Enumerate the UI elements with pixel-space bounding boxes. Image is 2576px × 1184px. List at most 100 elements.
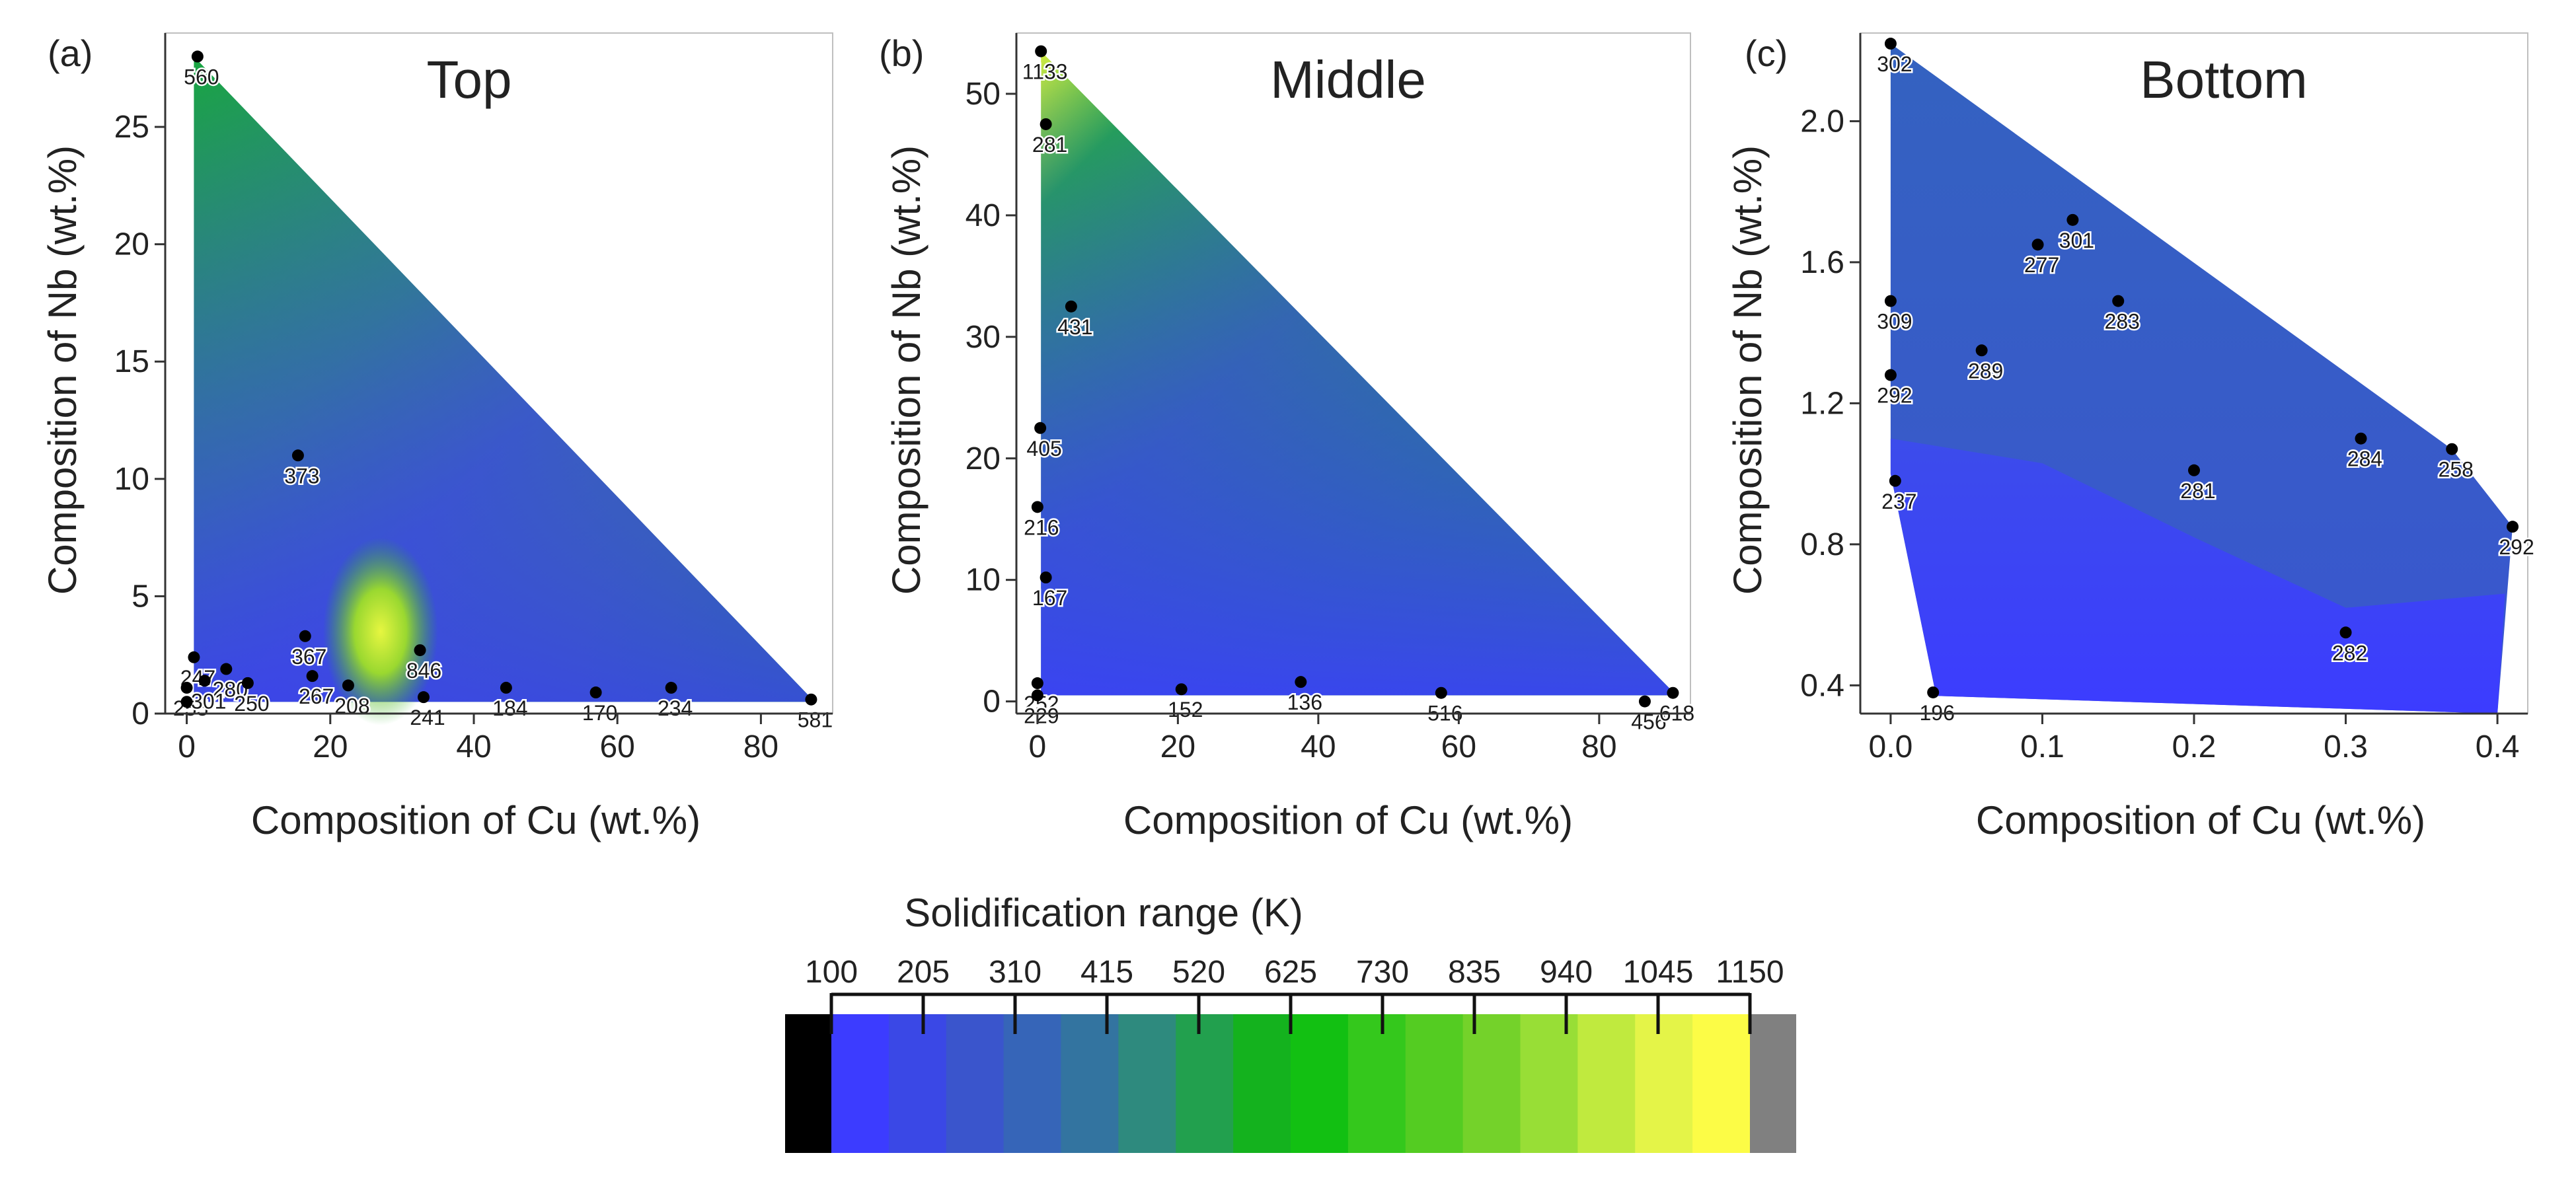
colorbar-swatch xyxy=(1635,1014,1694,1153)
y-tick-label: 0 xyxy=(983,684,1001,720)
axes: 0 20 40 60 80 0 5 10 15 20 25 xyxy=(114,33,833,764)
contour-fill-low xyxy=(1041,51,1677,696)
data-point xyxy=(1031,501,1043,513)
colorbar-swatch xyxy=(888,1014,947,1153)
data-point xyxy=(2112,295,2125,307)
y-axis-label: Composition of Nb (wt.%) xyxy=(884,145,928,595)
y-tick-label: 0.4 xyxy=(1800,668,1844,703)
x-axis-label: Composition of Cu (wt.%) xyxy=(1123,798,1573,842)
data-point xyxy=(1975,344,1988,357)
colorbar-tick-label: 310 xyxy=(989,955,1042,990)
point-label: 289 xyxy=(1968,359,2003,383)
axes: 0 20 40 60 80 0 10 20 30 40 50 xyxy=(966,33,1690,764)
data-point xyxy=(180,696,193,708)
data-point xyxy=(1638,695,1651,708)
point-label: 281 xyxy=(2180,479,2215,503)
colorbar-swatch xyxy=(1462,1014,1521,1153)
point-label: 234 xyxy=(658,696,693,720)
x-tick-label: 40 xyxy=(1301,729,1336,764)
point-label: 152 xyxy=(1168,698,1203,722)
colorbar-swatch xyxy=(1118,1014,1177,1153)
colorbar-swatch xyxy=(1233,1014,1291,1153)
contour-region xyxy=(194,56,815,725)
y-tick-label: 20 xyxy=(966,441,1001,476)
x-tick-label: 20 xyxy=(313,729,348,764)
data-point xyxy=(191,50,204,63)
point-label: 229 xyxy=(1024,704,1059,727)
colorbar-swatch xyxy=(1520,1014,1579,1153)
point-label: 267 xyxy=(299,684,334,708)
colorbar-swatch xyxy=(946,1014,1004,1153)
colorbar-swatch xyxy=(831,1014,890,1153)
point-label: 277 xyxy=(2024,253,2059,277)
data-point xyxy=(1884,38,1897,50)
colorbar-title: Solidification range (K) xyxy=(904,891,1303,935)
colorbar-tick-label: 1150 xyxy=(1716,955,1784,990)
x-tick-label: 0.0 xyxy=(1869,729,1913,764)
x-axis-label: Composition of Cu (wt.%) xyxy=(1976,798,2425,842)
colorbar-swatch xyxy=(1692,1014,1751,1153)
x-axis-label: Composition of Cu (wt.%) xyxy=(251,798,701,842)
colorbar-over xyxy=(1750,1014,1796,1153)
data-point xyxy=(1035,45,1047,57)
y-axis-label: Composition of Nb (wt.%) xyxy=(40,145,85,595)
colorbar-swatch xyxy=(1176,1014,1234,1153)
data-point xyxy=(1040,118,1052,130)
data-point xyxy=(1667,686,1679,699)
colorbar-ticks: 100 205 310 415 520 625 730 835 940 1045 1150 xyxy=(805,955,1784,1034)
point-label: 241 xyxy=(410,706,445,729)
data-point xyxy=(2339,626,2352,639)
y-tick-label: 50 xyxy=(966,77,1001,112)
colorbar-tick-label: 730 xyxy=(1356,955,1409,990)
y-tick-label: 40 xyxy=(966,198,1001,233)
axes: 0.0 0.1 0.2 0.3 0.4 0.4 0.8 1.2 1.6 2.0 xyxy=(1800,33,2528,764)
point-label: 283 xyxy=(2105,310,2140,334)
point-label: 1133 xyxy=(1022,60,1068,84)
data-point xyxy=(1884,369,1897,381)
panel-title: Top xyxy=(427,50,512,109)
point-label: 373 xyxy=(284,464,319,488)
data-point xyxy=(589,686,602,699)
point-label: 560 xyxy=(184,65,219,89)
y-tick-label: 10 xyxy=(966,563,1001,598)
point-label: 405 xyxy=(1026,437,1061,461)
colorbar-tick-label: 415 xyxy=(1080,955,1133,990)
point-label: 431 xyxy=(1057,315,1092,339)
x-tick-label: 40 xyxy=(456,729,491,764)
y-ticks: 0 10 20 30 40 50 xyxy=(966,77,1016,720)
colorbar-swatch xyxy=(1291,1014,1349,1153)
x-tick-label: 60 xyxy=(1441,729,1476,764)
point-label: 258 xyxy=(2439,458,2474,482)
colorbar-swatch xyxy=(1347,1014,1406,1153)
y-tick-label: 2.0 xyxy=(1800,104,1844,139)
y-tick-label: 30 xyxy=(966,320,1001,355)
point-label: 281 xyxy=(1032,133,1067,157)
data-point xyxy=(1927,686,1940,698)
colorbar-tick-label: 835 xyxy=(1448,955,1501,990)
point-label: 280 xyxy=(213,678,248,702)
x-tick-label: 60 xyxy=(599,729,634,764)
point-label: 250 xyxy=(234,692,269,716)
data-point xyxy=(2446,443,2458,455)
x-tick-label: 0.2 xyxy=(2172,729,2216,764)
panel-title: Bottom xyxy=(2140,50,2307,109)
data-point xyxy=(299,630,311,642)
point-label: 367 xyxy=(291,645,326,669)
point-label: 301 xyxy=(191,689,226,713)
data-point xyxy=(220,663,233,675)
contour-highlight xyxy=(322,537,438,725)
colorbar-tick-label: 940 xyxy=(1540,955,1593,990)
colorbar-swatch xyxy=(1405,1014,1464,1153)
point-label: 237 xyxy=(1881,490,1916,513)
data-point xyxy=(500,681,512,694)
point-label: 846 xyxy=(406,659,441,683)
data-point xyxy=(1065,300,1077,313)
y-tick-label: 0 xyxy=(132,696,149,731)
x-tick-label: 20 xyxy=(1160,729,1195,764)
colorbar-swatch xyxy=(1003,1014,1062,1153)
point-label: 581 xyxy=(798,708,833,732)
colorbar-swatches xyxy=(785,1014,1796,1153)
y-tick-label: 1.6 xyxy=(1800,245,1844,280)
